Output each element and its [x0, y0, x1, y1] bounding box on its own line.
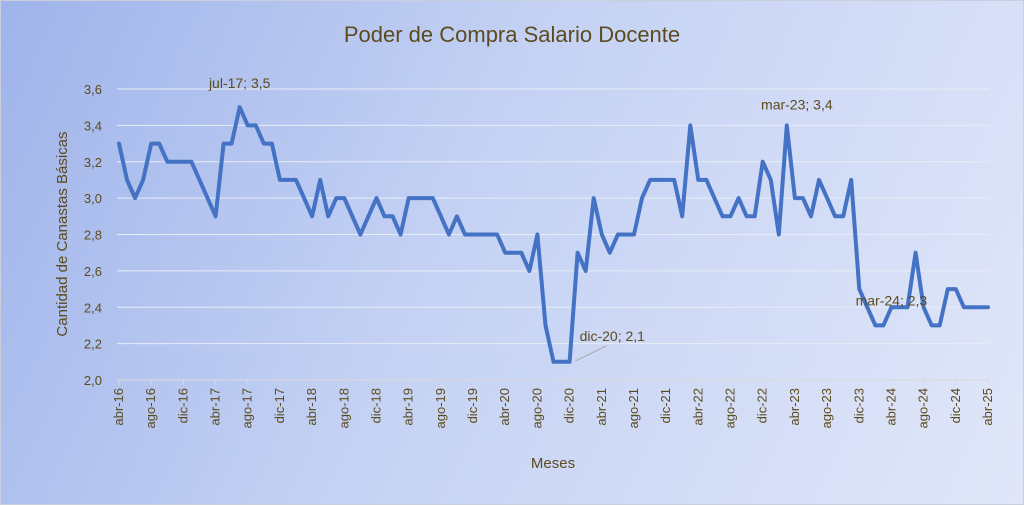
x-tick-label: abr-17 [208, 388, 223, 426]
x-tick-label: ago-20 [529, 388, 544, 428]
data-annotations: jul-17; 3,5 dic-20; 2,1 mar-23; 3,4 mar-24;… [208, 75, 928, 362]
x-tick-label: dic-22 [755, 388, 770, 423]
y-tick-label: 2,8 [84, 228, 102, 243]
x-tick-label: ago-17 [240, 388, 255, 428]
x-tick-label: abr-20 [497, 388, 512, 426]
x-tick-label: ago-16 [143, 388, 158, 428]
x-tick-label: abr-22 [690, 388, 705, 426]
y-tick-label: 3,2 [84, 155, 102, 170]
x-tick-label: dic-23 [851, 388, 866, 423]
y-tick-label: 3,0 [84, 191, 102, 206]
x-tick-label: abr-18 [304, 388, 319, 426]
x-tick-label: dic-16 [175, 388, 190, 423]
x-tick-label: dic-19 [465, 388, 480, 423]
x-tick-label: ago-18 [336, 388, 351, 428]
x-tick-label: dic-18 [368, 388, 383, 423]
y-tick-label: 2,4 [84, 300, 102, 315]
y-tick-label: 2,2 [84, 337, 102, 352]
data-label: dic-20; 2,1 [580, 328, 646, 344]
x-axis-title: Meses [531, 455, 575, 472]
x-tick-label: ago-23 [819, 388, 834, 428]
gridlines [117, 88, 989, 345]
y-axis-ticks: 2,0 2,2 2,4 2,6 2,8 3,0 3,2 3,4 3,6 [84, 82, 102, 388]
annotation-leader [575, 345, 607, 362]
x-tick-label: ago-22 [723, 388, 738, 428]
series-line [117, 105, 990, 364]
y-tick-label: 3,6 [84, 82, 102, 97]
x-axis-ticks: abr-16 ago-16 dic-16 abr-17 ago-17 dic-17 abr-… [111, 380, 995, 428]
chart-title: Poder de Compra Salario Docente [344, 22, 680, 47]
x-tick-label: ago-19 [433, 388, 448, 428]
y-tick-label: 3,4 [84, 118, 102, 133]
x-tick-label: dic-21 [658, 388, 673, 423]
x-tick-label: ago-24 [916, 388, 931, 428]
x-tick-label: dic-17 [272, 388, 287, 423]
x-tick-label: abr-24 [883, 388, 898, 426]
data-label: jul-17; 3,5 [208, 75, 271, 91]
x-tick-label: abr-21 [594, 388, 609, 426]
x-tick-label: abr-19 [401, 388, 416, 426]
y-tick-label: 2,0 [84, 373, 102, 388]
x-tick-label: ago-21 [626, 388, 641, 428]
data-label: mar-24; 2,3 [856, 292, 928, 308]
x-tick-label: dic-20 [562, 388, 577, 423]
y-tick-label: 2,6 [84, 264, 102, 279]
data-label: mar-23; 3,4 [761, 96, 833, 112]
x-tick-label: abr-23 [787, 388, 802, 426]
x-tick-label: abr-16 [111, 388, 126, 426]
x-tick-label: dic-24 [948, 388, 963, 423]
x-tick-label: abr-25 [980, 388, 995, 426]
y-axis-title: Cantidad de Canastas Básicas [54, 131, 71, 336]
